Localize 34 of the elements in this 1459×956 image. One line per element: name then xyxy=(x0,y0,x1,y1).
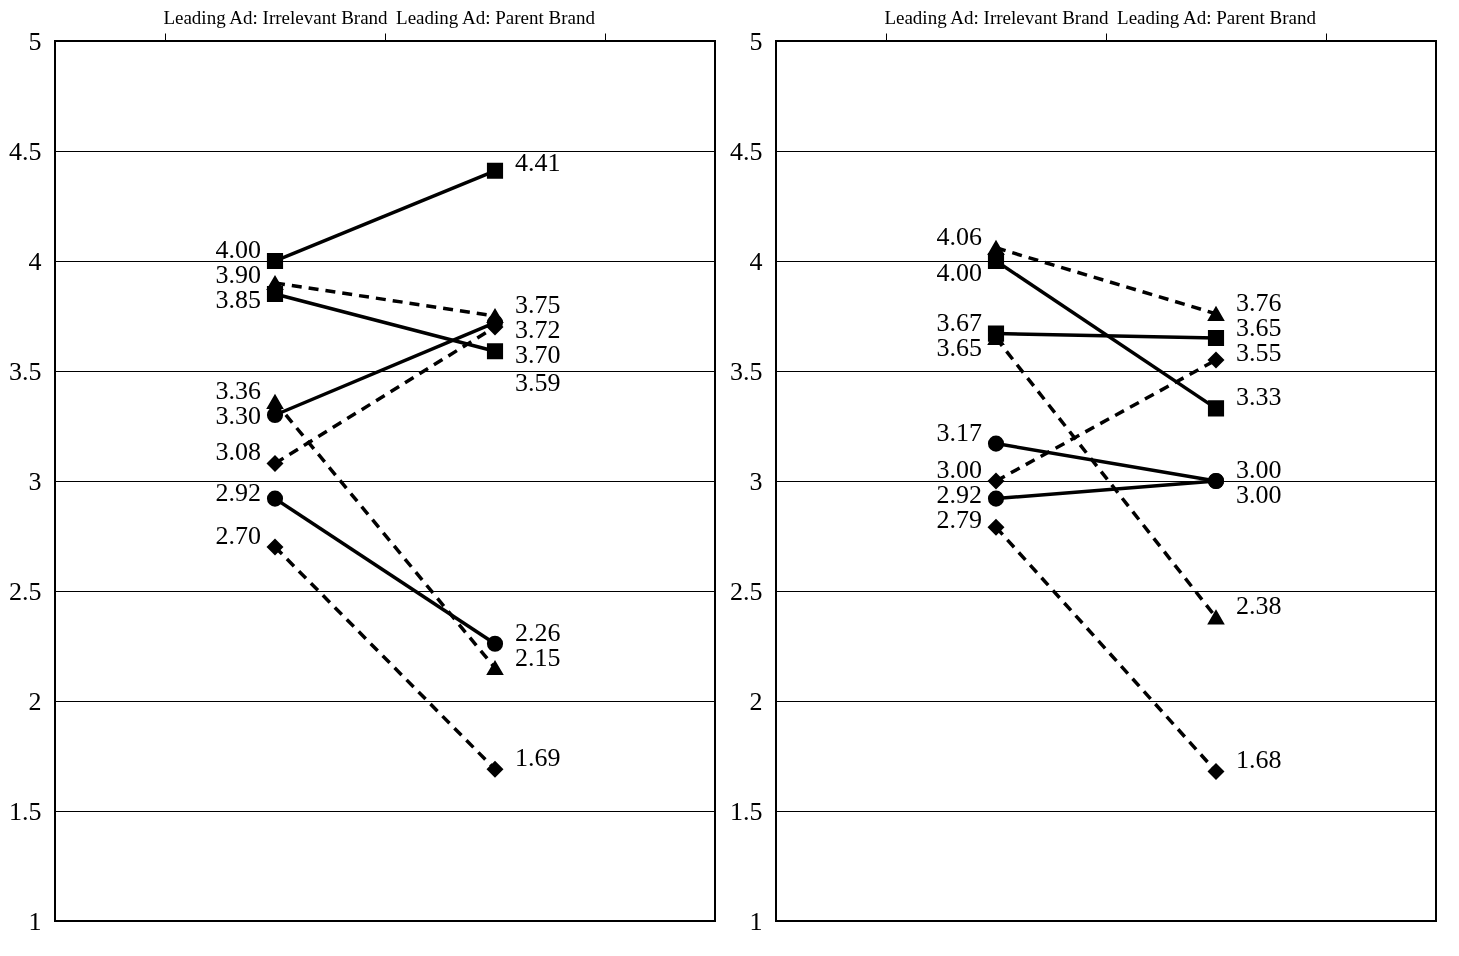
data-label: 4.41 xyxy=(515,148,561,177)
y-tick-label: 4.5 xyxy=(730,136,763,166)
data-label: 4.06 xyxy=(936,221,982,251)
data-label: 2.70 xyxy=(215,521,261,550)
data-label: 4.00 xyxy=(936,258,982,287)
y-tick-label: 1 xyxy=(28,906,42,936)
y-tick-label: 3 xyxy=(28,466,42,496)
y-tick-label: 3 xyxy=(749,466,763,496)
data-label: 3.08 xyxy=(215,437,261,467)
y-tick-label: 4 xyxy=(28,246,42,276)
y-tick-label: 1.5 xyxy=(730,796,763,826)
y-tick-label: 2.5 xyxy=(730,576,763,606)
y-tick-label: 1.5 xyxy=(9,796,42,826)
y-tick-label: 3.5 xyxy=(9,356,42,386)
y-tick-label: 1 xyxy=(749,906,763,936)
data-label: 1.69 xyxy=(515,743,561,773)
data-label: 3.59 xyxy=(515,368,561,397)
x-tick-label: Leading Ad: Irrelevant Brand xyxy=(163,6,389,28)
y-tick-label: 5 xyxy=(749,26,763,56)
y-tick-label: 4 xyxy=(749,246,763,276)
y-tick-label: 2.5 xyxy=(9,576,42,606)
data-label: 2.92 xyxy=(215,478,261,507)
x-tick-label: Leading Ad: Parent Brand xyxy=(396,6,596,28)
y-tick-label: 4.5 xyxy=(9,136,42,166)
data-label: 1.68 xyxy=(1236,745,1282,775)
data-label: 3.33 xyxy=(1236,382,1282,412)
data-label: 2.38 xyxy=(1236,591,1282,621)
x-tick-label: Leading Ad: Parent Brand xyxy=(1117,6,1317,28)
y-tick-label: 3.5 xyxy=(730,356,763,386)
y-tick-label: 2 xyxy=(749,686,763,716)
y-tick-label: 5 xyxy=(28,26,42,56)
y-tick-label: 2 xyxy=(28,686,42,716)
data-label: 3.17 xyxy=(936,417,982,447)
x-tick-label: Leading Ad: Irrelevant Brand xyxy=(884,6,1110,28)
